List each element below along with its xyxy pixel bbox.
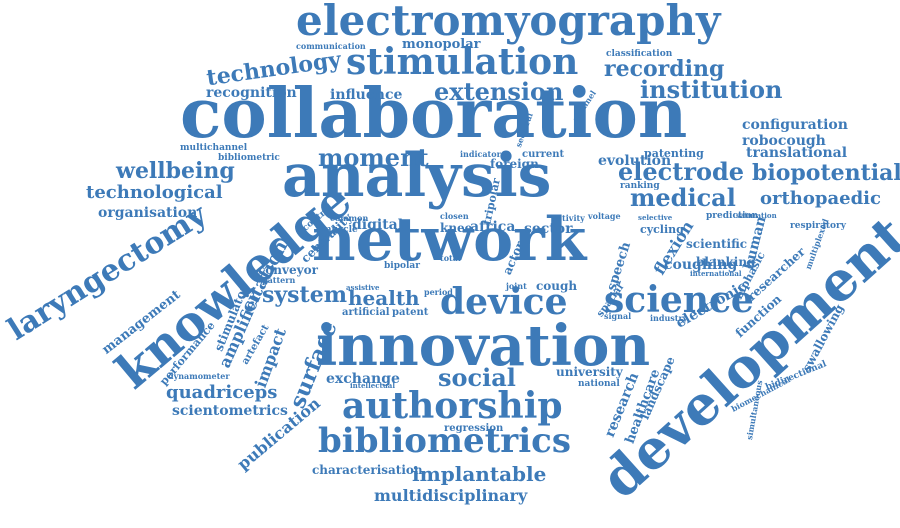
word: innovation xyxy=(316,313,651,379)
word: patent xyxy=(392,307,429,318)
word: configuration xyxy=(742,117,848,133)
word: system xyxy=(262,282,347,308)
word: bipolar xyxy=(384,261,420,271)
word: university xyxy=(556,365,623,379)
word: coughing xyxy=(664,257,738,273)
word: wellbeing xyxy=(116,158,235,184)
word: bibliometrics xyxy=(318,421,571,461)
word: prediction xyxy=(706,211,759,221)
word: biopotential xyxy=(752,160,900,186)
word: artificial xyxy=(342,307,390,318)
word: orthopaedic xyxy=(760,188,881,209)
word: common xyxy=(330,213,369,223)
word: conveyor xyxy=(258,263,318,277)
word: current xyxy=(522,149,565,160)
word: closen xyxy=(440,211,469,221)
word: device xyxy=(440,281,568,323)
word: moment xyxy=(318,143,429,172)
word: translational xyxy=(746,145,848,161)
word: selective xyxy=(638,213,673,222)
word: total xyxy=(440,253,461,263)
word: organisation xyxy=(98,205,198,221)
word: analysis xyxy=(282,141,552,211)
word: technological xyxy=(86,182,223,203)
word: implantable xyxy=(412,462,547,486)
word: sector xyxy=(524,221,573,237)
word: joint xyxy=(506,281,527,291)
word: network xyxy=(312,205,587,275)
word: activity xyxy=(552,213,585,223)
word: regression xyxy=(444,423,504,434)
word: period xyxy=(424,287,453,297)
word: evolution xyxy=(598,153,672,169)
word: foreign xyxy=(490,157,539,171)
word: indicator xyxy=(460,149,501,159)
word: international xyxy=(690,269,742,278)
word: science xyxy=(604,279,754,321)
word: cycling xyxy=(640,223,684,236)
word: pattern xyxy=(262,275,296,285)
word: collaboration xyxy=(180,74,688,154)
word: characterisation xyxy=(312,463,423,477)
word: communication xyxy=(296,41,366,51)
word: assistive xyxy=(346,283,380,292)
word: monopolar xyxy=(402,37,481,52)
word: quadriceps xyxy=(166,382,278,403)
word: classification xyxy=(606,49,673,59)
word: recognition xyxy=(206,85,297,101)
word: intellectual xyxy=(350,381,395,390)
word: signal xyxy=(604,311,632,321)
word: multichannel xyxy=(180,143,248,153)
word: bibliometric xyxy=(218,153,280,163)
word: multidisciplinary xyxy=(374,486,528,505)
word: patenting xyxy=(644,147,704,160)
word: knee xyxy=(440,221,473,235)
word: extension xyxy=(434,77,564,106)
word: robocough xyxy=(742,133,826,149)
word: electromyography xyxy=(296,0,721,45)
word: dynamometer xyxy=(168,371,230,381)
word: national xyxy=(578,379,620,389)
word: ranking xyxy=(620,181,660,191)
word: respiratory xyxy=(790,221,846,231)
word: cough xyxy=(536,279,578,293)
word: medical xyxy=(630,183,736,212)
word: scientometrics xyxy=(172,403,288,419)
word: health xyxy=(348,286,420,310)
word: africa xyxy=(470,219,516,235)
word: industry xyxy=(650,313,688,323)
word: electrode xyxy=(618,157,745,186)
word: voltage xyxy=(588,211,621,221)
word: saturation xyxy=(736,211,777,220)
word: recording xyxy=(604,56,725,82)
word: influence xyxy=(330,87,403,103)
word: muscle xyxy=(322,225,358,235)
word: digital xyxy=(352,217,404,233)
word: exchange xyxy=(326,371,400,387)
word: stimulation xyxy=(346,41,579,83)
word: scientific xyxy=(686,237,748,251)
word: institution xyxy=(640,75,783,104)
word: blanking xyxy=(696,255,756,269)
word: authorship xyxy=(342,385,563,427)
word: social xyxy=(438,363,516,392)
